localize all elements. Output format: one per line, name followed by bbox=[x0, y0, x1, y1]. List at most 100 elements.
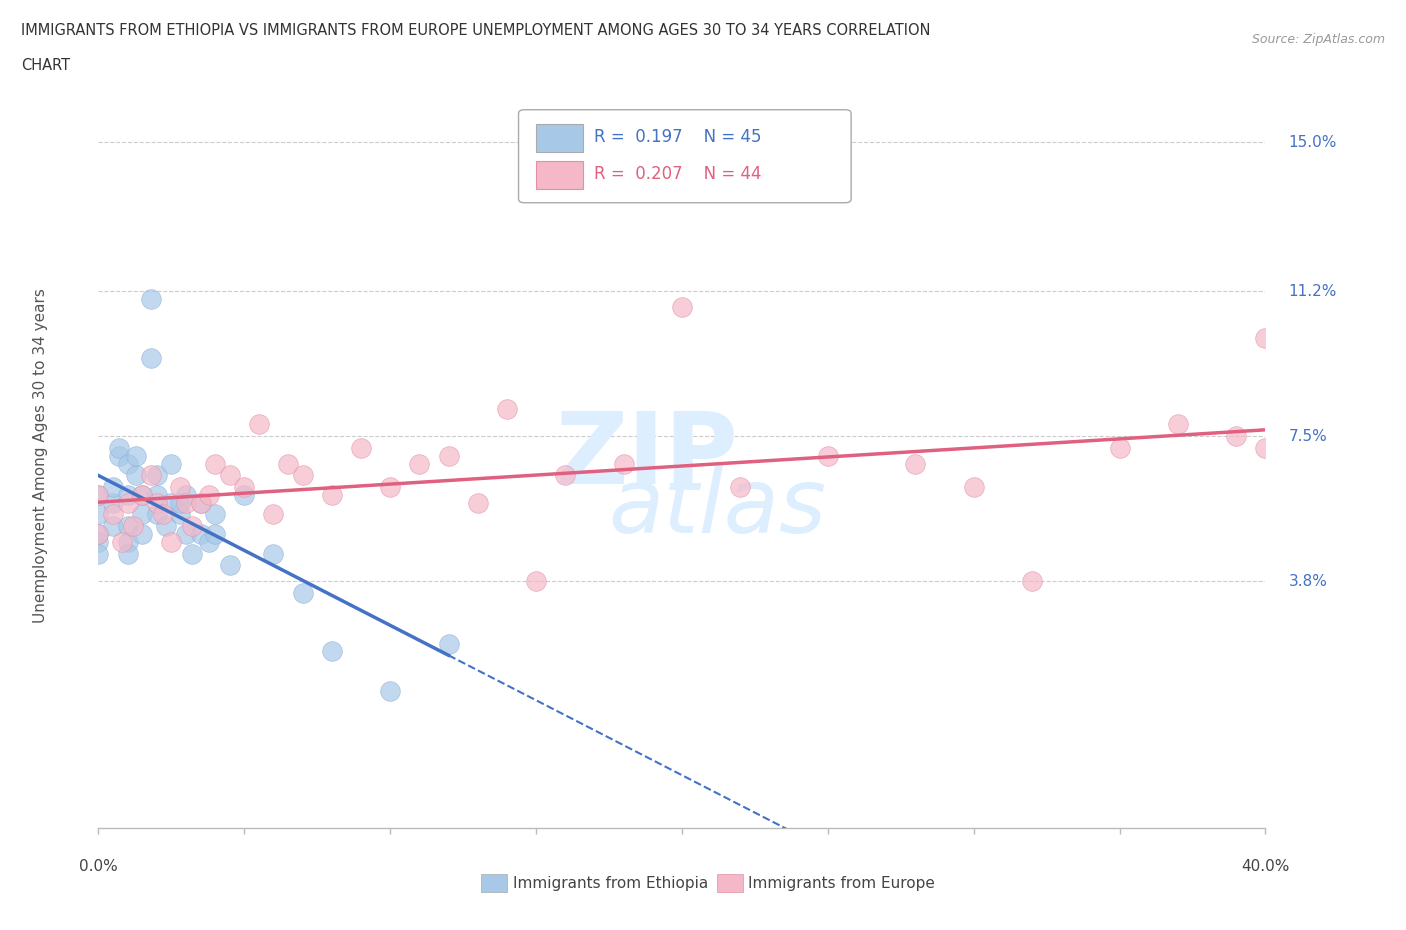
Point bbox=[904, 456, 927, 471]
Point bbox=[160, 456, 183, 471]
Text: 7.5%: 7.5% bbox=[1289, 429, 1327, 444]
Point bbox=[139, 292, 162, 307]
Point bbox=[291, 585, 314, 600]
Point bbox=[101, 496, 124, 511]
Point bbox=[174, 526, 197, 541]
Point bbox=[131, 487, 153, 502]
Point bbox=[125, 468, 148, 483]
Text: 0.0%: 0.0% bbox=[79, 859, 118, 874]
Point bbox=[108, 441, 131, 456]
Point bbox=[554, 468, 576, 483]
Point bbox=[101, 480, 124, 495]
Point bbox=[131, 487, 153, 502]
FancyBboxPatch shape bbox=[481, 874, 508, 893]
Point bbox=[160, 496, 183, 511]
Point bbox=[350, 441, 373, 456]
Point bbox=[1254, 331, 1277, 346]
Point bbox=[111, 535, 134, 550]
Point bbox=[180, 519, 202, 534]
Text: Source: ZipAtlas.com: Source: ZipAtlas.com bbox=[1251, 33, 1385, 46]
Point bbox=[1254, 441, 1277, 456]
Point bbox=[612, 456, 634, 471]
Point bbox=[139, 468, 162, 483]
Point bbox=[204, 507, 226, 522]
Text: 3.8%: 3.8% bbox=[1289, 574, 1327, 589]
Point bbox=[198, 487, 221, 502]
Point bbox=[233, 480, 256, 495]
Point bbox=[378, 480, 402, 495]
Point bbox=[87, 535, 110, 550]
Point bbox=[146, 487, 169, 502]
FancyBboxPatch shape bbox=[717, 874, 742, 893]
Point bbox=[291, 468, 314, 483]
Text: Unemployment Among Ages 30 to 34 years: Unemployment Among Ages 30 to 34 years bbox=[32, 288, 48, 623]
Point bbox=[146, 496, 169, 511]
Point bbox=[262, 546, 284, 561]
Text: CHART: CHART bbox=[21, 58, 70, 73]
Point bbox=[117, 519, 139, 534]
Point bbox=[467, 496, 489, 511]
Point bbox=[204, 456, 226, 471]
Text: 11.2%: 11.2% bbox=[1289, 284, 1337, 299]
Text: Immigrants from Ethiopia: Immigrants from Ethiopia bbox=[513, 876, 709, 891]
Point bbox=[817, 448, 839, 463]
Text: ZIP: ZIP bbox=[555, 407, 738, 504]
Point bbox=[87, 487, 110, 502]
Point bbox=[190, 496, 212, 511]
Point bbox=[262, 507, 284, 522]
Point bbox=[146, 507, 169, 522]
Point bbox=[174, 496, 197, 511]
Point bbox=[174, 487, 197, 502]
Text: R =  0.197    N = 45: R = 0.197 N = 45 bbox=[595, 128, 762, 146]
Point bbox=[190, 496, 212, 511]
Text: atlas: atlas bbox=[607, 464, 825, 551]
Text: IMMIGRANTS FROM ETHIOPIA VS IMMIGRANTS FROM EUROPE UNEMPLOYMENT AMONG AGES 30 TO: IMMIGRANTS FROM ETHIOPIA VS IMMIGRANTS F… bbox=[21, 23, 931, 38]
Text: Immigrants from Europe: Immigrants from Europe bbox=[748, 876, 935, 891]
Text: 15.0%: 15.0% bbox=[1289, 135, 1337, 150]
Point bbox=[247, 417, 270, 432]
FancyBboxPatch shape bbox=[519, 110, 851, 203]
Point bbox=[524, 574, 547, 589]
Point bbox=[131, 507, 153, 522]
Point bbox=[155, 519, 177, 534]
Point bbox=[495, 401, 517, 416]
Point bbox=[139, 351, 162, 365]
Point bbox=[117, 546, 139, 561]
Point bbox=[87, 526, 110, 541]
Point bbox=[1225, 429, 1247, 444]
Point bbox=[190, 526, 212, 541]
Point bbox=[437, 448, 460, 463]
Point bbox=[101, 507, 124, 522]
Point bbox=[204, 526, 226, 541]
Point bbox=[1108, 441, 1130, 456]
Point bbox=[1167, 417, 1189, 432]
Point bbox=[152, 507, 174, 522]
Point bbox=[233, 487, 256, 502]
Point bbox=[125, 448, 148, 463]
Point bbox=[169, 507, 191, 522]
Point bbox=[131, 526, 153, 541]
Point bbox=[169, 480, 191, 495]
Point bbox=[146, 468, 169, 483]
FancyBboxPatch shape bbox=[536, 161, 582, 189]
Point bbox=[117, 496, 139, 511]
Point bbox=[408, 456, 430, 471]
Point bbox=[180, 546, 202, 561]
Point bbox=[218, 558, 240, 573]
Text: R =  0.207    N = 44: R = 0.207 N = 44 bbox=[595, 165, 762, 183]
Point bbox=[728, 480, 751, 495]
Point bbox=[437, 636, 460, 651]
Point bbox=[1021, 574, 1043, 589]
FancyBboxPatch shape bbox=[536, 124, 582, 152]
Point bbox=[218, 468, 240, 483]
Point bbox=[87, 526, 110, 541]
Point bbox=[122, 519, 145, 534]
Point bbox=[87, 546, 110, 561]
Point bbox=[117, 487, 139, 502]
Point bbox=[671, 299, 693, 314]
Point bbox=[117, 456, 139, 471]
Point bbox=[101, 519, 124, 534]
Text: 40.0%: 40.0% bbox=[1241, 859, 1289, 874]
Point bbox=[277, 456, 299, 471]
Point bbox=[87, 507, 110, 522]
